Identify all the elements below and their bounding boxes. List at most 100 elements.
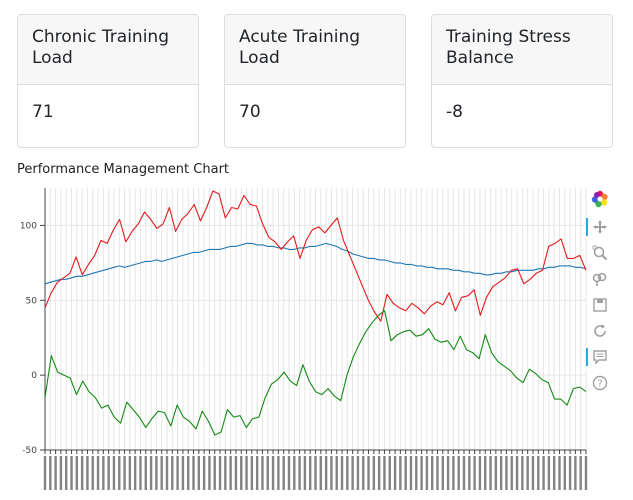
x-tick-label (351, 456, 354, 490)
x-tick-label (314, 456, 317, 490)
x-tick-label (356, 456, 360, 490)
x-tick-label (303, 456, 307, 490)
x-tick-label (319, 456, 323, 490)
x-tick-label (144, 456, 147, 490)
x-tick-label (192, 456, 195, 490)
tsb-card-label: Training Stress Balance (432, 15, 612, 85)
y-tick-label: 50 (26, 296, 38, 306)
x-tick-label (266, 456, 269, 490)
atl-card-label: Acute Training Load (225, 15, 405, 85)
x-tick-label (255, 456, 259, 490)
x-tick-label (383, 456, 386, 490)
x-tick-label (425, 456, 429, 490)
x-tick-label (510, 456, 513, 490)
x-tick-label (436, 456, 439, 490)
x-tick-label (123, 456, 126, 490)
x-tick-label (393, 456, 397, 490)
pan-icon[interactable] (586, 216, 614, 238)
x-tick-label (96, 456, 100, 490)
x-tick-label (133, 456, 137, 490)
x-tick-label (91, 456, 94, 490)
bokeh-logo-icon[interactable] (586, 188, 614, 210)
help-icon[interactable]: ? (586, 372, 614, 394)
ctl-series-line (44, 242, 587, 285)
chart-toolbar: ? (586, 184, 614, 394)
x-tick-label (542, 456, 545, 490)
hover-icon[interactable] (586, 346, 614, 368)
wheel-zoom-icon[interactable] (586, 268, 614, 290)
reset-icon[interactable] (586, 320, 614, 342)
x-tick-label (579, 456, 582, 490)
x-tick-label (489, 456, 492, 490)
x-tick-label (43, 456, 47, 490)
x-tick-label (484, 456, 487, 490)
x-tick-label (287, 456, 291, 490)
x-tick-label (176, 456, 179, 490)
x-tick-label (49, 456, 52, 490)
x-tick-label (240, 456, 243, 490)
x-tick-label (250, 456, 254, 490)
x-tick-label (165, 456, 169, 490)
x-tick-label (404, 456, 407, 490)
x-tick-label (515, 456, 519, 490)
x-tick-label (282, 456, 285, 490)
box-zoom-icon[interactable] (586, 242, 614, 264)
x-tick-label (139, 456, 142, 490)
ctl-card-value: 71 (32, 102, 54, 122)
chart-title: Performance Management Chart (17, 162, 230, 177)
x-tick-label (118, 456, 121, 490)
atl-card-value: 70 (239, 102, 261, 122)
x-tick-label (430, 456, 434, 490)
x-tick-label (468, 456, 471, 490)
x-tick-label (505, 456, 508, 490)
x-tick-label (112, 456, 116, 490)
performance-chart[interactable]: -50 0 50 100 (0, 180, 590, 500)
x-tick-label (346, 456, 349, 490)
x-tick-label (340, 456, 344, 490)
x-tick-label (224, 456, 227, 490)
x-tick-label (128, 456, 132, 490)
x-tick-label (197, 456, 201, 490)
x-tick-label (367, 456, 370, 490)
atl-series-line (44, 190, 587, 322)
x-tick-label (324, 456, 328, 490)
x-tick-label (441, 456, 444, 490)
x-tick-label (245, 456, 248, 490)
x-tick-label (531, 456, 535, 490)
x-tick-label (261, 456, 264, 490)
x-tick-label (446, 456, 450, 490)
x-tick-label (568, 456, 572, 490)
x-tick-label (335, 456, 338, 490)
summary-cards: Chronic Training Load 71 Acute Training … (17, 14, 613, 148)
x-tick-label (563, 456, 566, 490)
x-tick-label (149, 456, 153, 490)
y-tick-label: 0 (31, 371, 37, 381)
x-tick-label (75, 456, 79, 490)
x-tick-label (372, 456, 376, 490)
atl-card: Acute Training Load 70 (224, 14, 406, 148)
x-tick-label (213, 456, 216, 490)
y-tick-label: -50 (22, 446, 37, 456)
x-tick-label (234, 456, 238, 490)
x-tick-label (584, 456, 588, 490)
x-tick-label (462, 456, 466, 490)
x-tick-label (558, 456, 561, 490)
x-tick-label (107, 456, 110, 490)
x-tick-label (54, 456, 57, 490)
x-tick-label (59, 456, 63, 490)
save-icon[interactable] (586, 294, 614, 316)
x-tick-label (473, 456, 476, 490)
x-tick-label (452, 456, 455, 490)
x-tick-label (102, 456, 105, 490)
x-tick-label (574, 456, 577, 490)
x-tick-label (308, 456, 312, 490)
x-tick-label (377, 456, 381, 490)
x-tick-label (229, 456, 232, 490)
x-tick-label (415, 456, 418, 490)
x-tick-label (171, 456, 174, 490)
x-tick-label (80, 456, 84, 490)
ctl-card-label: Chronic Training Load (18, 15, 198, 85)
x-tick-label (388, 456, 391, 490)
x-tick-label (420, 456, 423, 490)
x-tick-label (70, 456, 73, 490)
